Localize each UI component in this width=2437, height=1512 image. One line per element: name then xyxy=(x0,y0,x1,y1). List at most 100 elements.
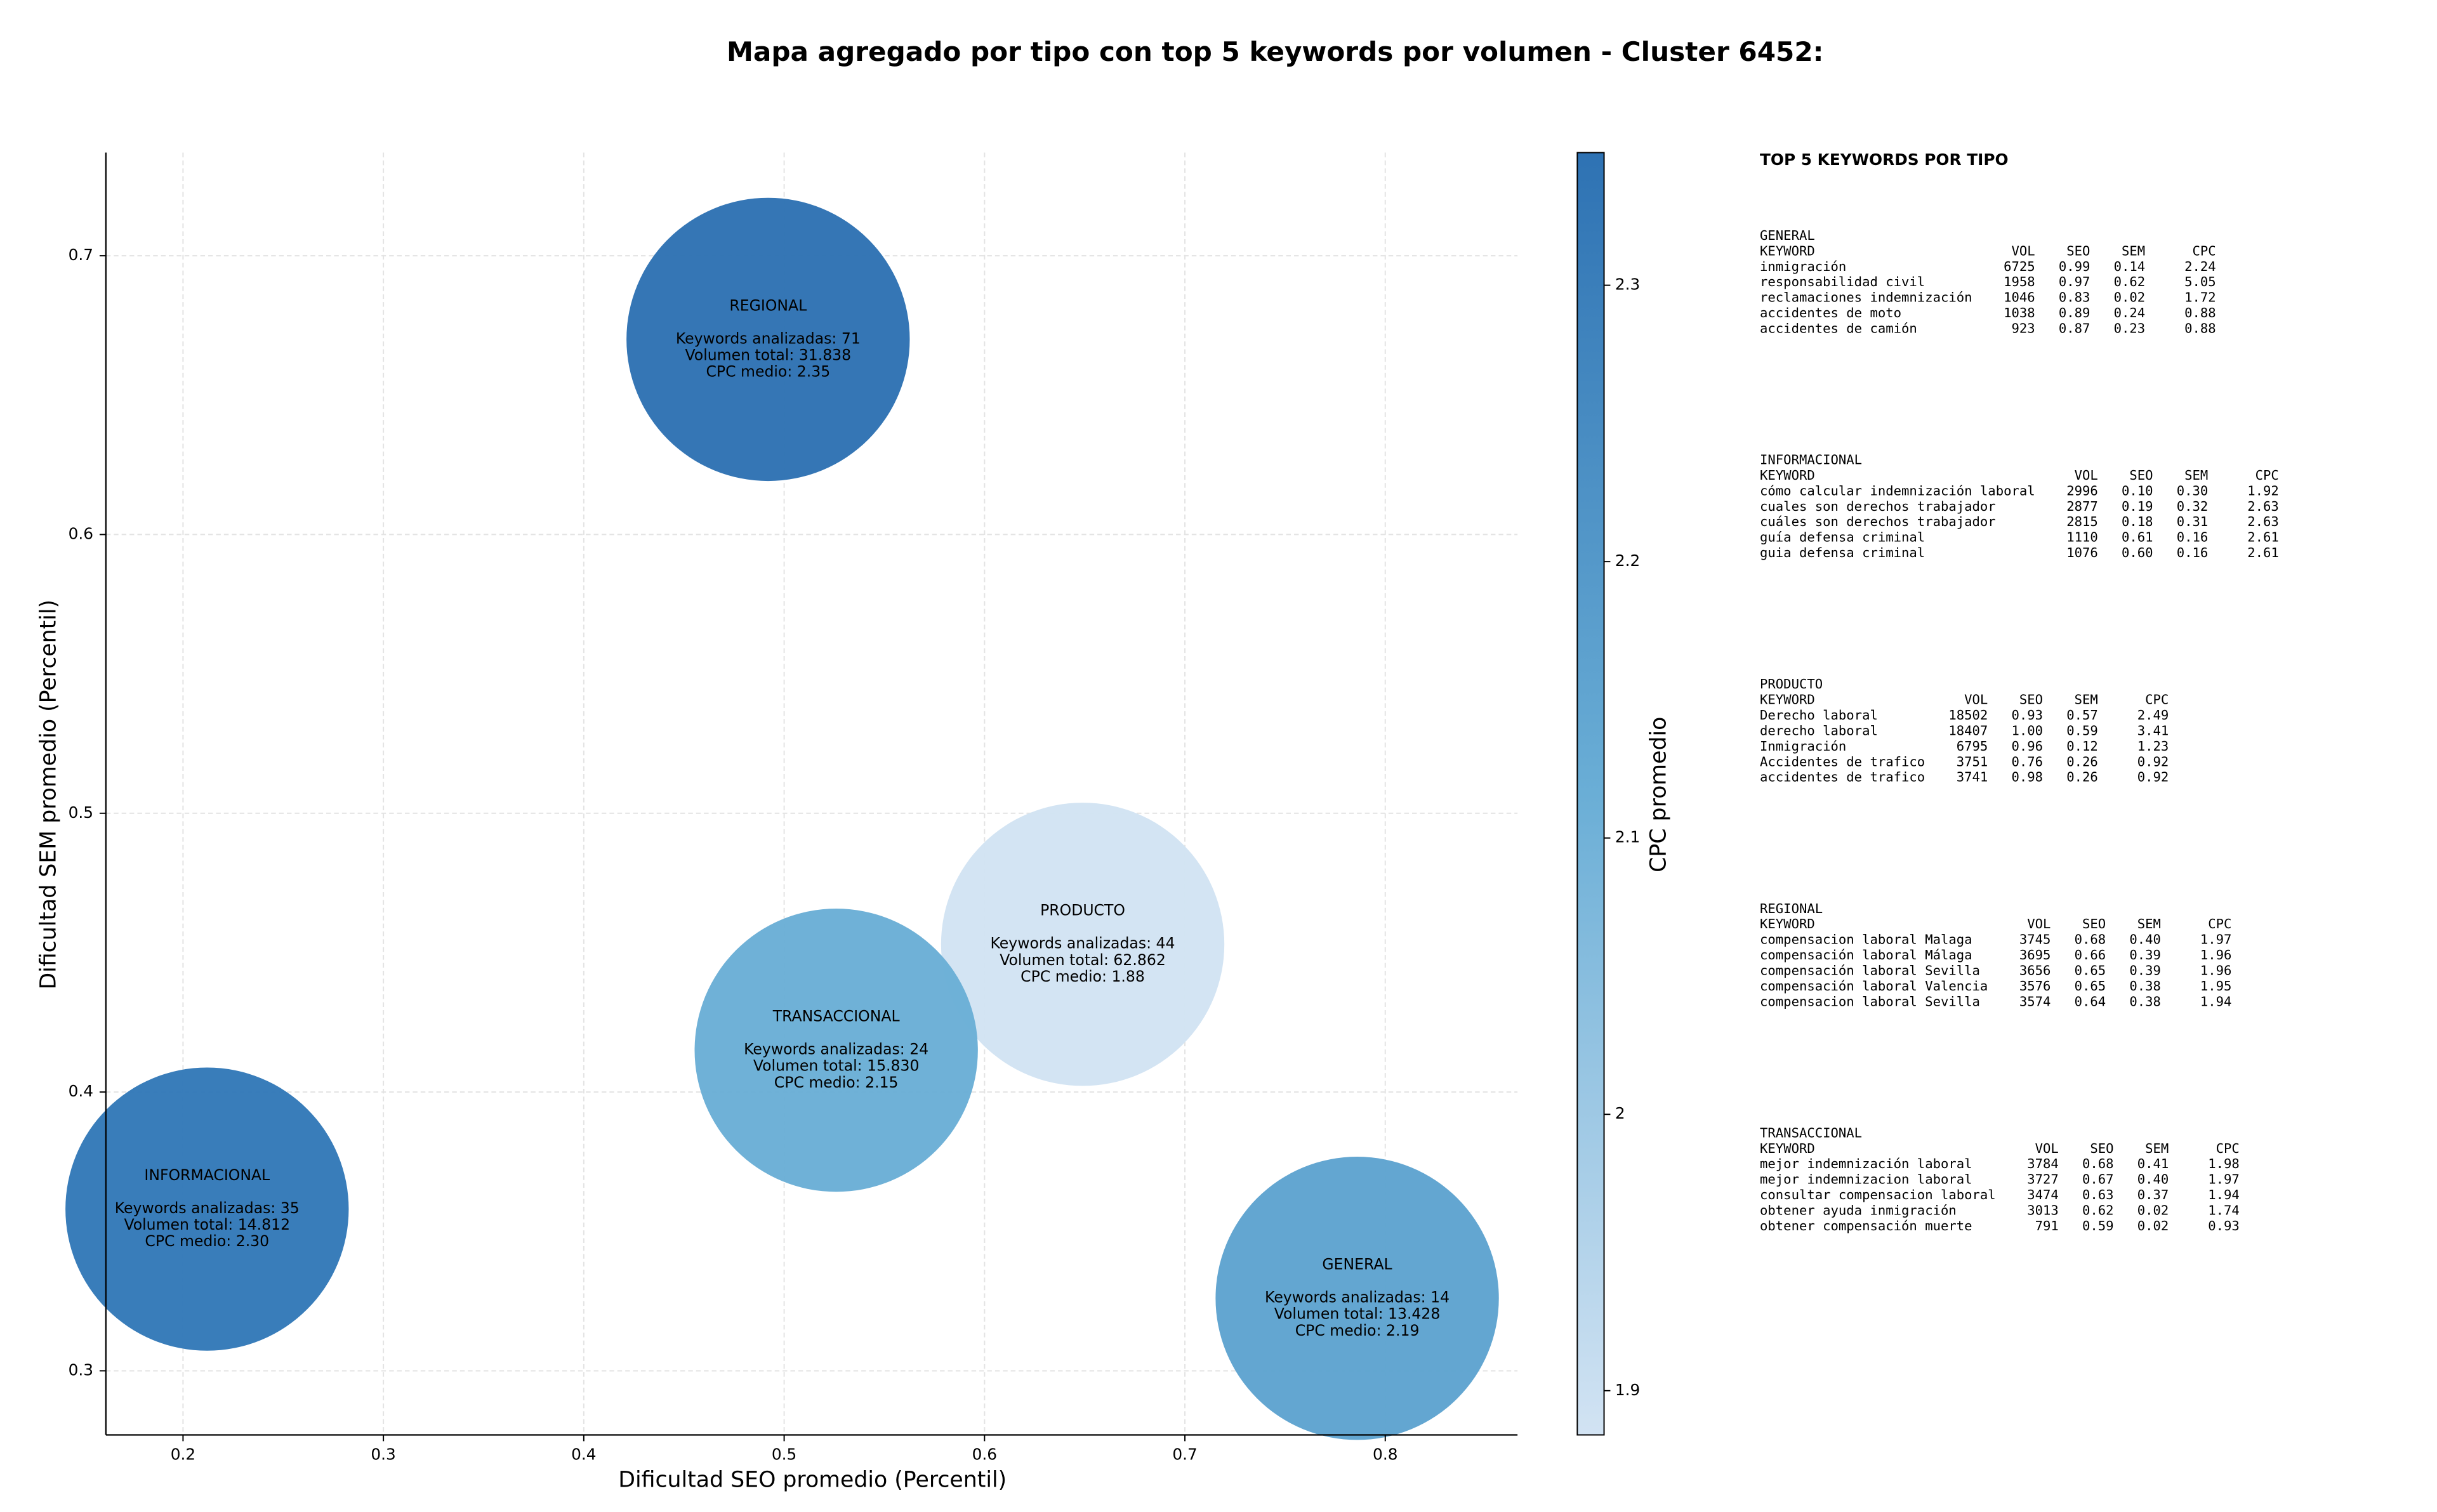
y-tick-label: 0.5 xyxy=(69,803,93,822)
table-cell: 0.64 xyxy=(2075,994,2106,1009)
table-cell: 0.39 xyxy=(2129,947,2161,963)
x-tick-label: 0.6 xyxy=(972,1445,997,1464)
table-cell: KEYWORD xyxy=(1760,916,1815,931)
table-cell: 0.39 xyxy=(2129,963,2161,978)
table-cell: 2877 xyxy=(2066,499,2098,514)
bubble-info: Volumen total: 62.862 xyxy=(1000,951,1166,969)
table-cell: 0.32 xyxy=(2177,499,2209,514)
bubble-info: CPC medio: 2.19 xyxy=(1295,1322,1420,1339)
bubble-info: Volumen total: 14.812 xyxy=(124,1216,290,1233)
table-cell: compensacion laboral Malaga xyxy=(1760,932,1972,947)
x-tick-label: 0.2 xyxy=(171,1445,195,1464)
table-cell: 0.57 xyxy=(2066,707,2098,723)
chart-title: Mapa agregado por tipo con top 5 keyword… xyxy=(727,36,1824,67)
bubble-name: TRANSACCIONAL xyxy=(772,1008,900,1025)
table-cell: derecho laboral xyxy=(1760,723,1878,738)
table-cell: 1.72 xyxy=(2184,290,2216,305)
table-cell: 0.98 xyxy=(2012,770,2044,785)
table-cell: 0.87 xyxy=(2059,321,2090,336)
table-cell: SEM xyxy=(2184,468,2208,483)
y-axis-label: Dificultad SEM promedio (Percentil) xyxy=(36,600,62,990)
table-cell: 0.65 xyxy=(2075,978,2106,994)
bubble xyxy=(1215,1157,1499,1440)
table-cell: VOL xyxy=(1964,692,1988,707)
table-cell: 0.65 xyxy=(2075,963,2106,978)
bubble-info: Keywords analizadas: 24 xyxy=(744,1041,928,1058)
table-cell: 0.76 xyxy=(2012,754,2044,769)
table-cell: SEM xyxy=(2137,916,2161,931)
table-cell: 1.00 xyxy=(2012,723,2044,738)
x-tick-label: 0.8 xyxy=(1373,1445,1397,1464)
colorbar xyxy=(1576,152,1605,1436)
table-cell: 0.18 xyxy=(2122,514,2153,529)
table-cell: 1076 xyxy=(2066,545,2098,560)
table-cell: 0.99 xyxy=(2059,259,2090,274)
bubble-info: Volumen total: 15.830 xyxy=(753,1057,920,1075)
bubble-name: INFORMACIONAL xyxy=(144,1166,270,1184)
table-cell: mejor indemnizacion laboral xyxy=(1760,1172,1972,1187)
table-cell: 0.59 xyxy=(2082,1218,2114,1233)
table-cell: 2.63 xyxy=(2247,499,2279,514)
table-cell: 1.94 xyxy=(2200,994,2232,1009)
table-cell: 3474 xyxy=(2027,1187,2059,1202)
table-cell: 0.88 xyxy=(2184,321,2216,336)
bubble-info: CPC medio: 2.35 xyxy=(706,362,830,380)
table-cell: 0.96 xyxy=(2012,739,2044,754)
table-cell: 3656 xyxy=(2019,963,2051,978)
table-cell: 0.40 xyxy=(2137,1172,2169,1187)
table-cell: compensación laboral Málaga xyxy=(1760,947,1972,963)
table-cell: SEO xyxy=(2090,1141,2113,1156)
table-cell: 2815 xyxy=(2066,514,2098,529)
bubble-info: CPC medio: 2.30 xyxy=(145,1232,269,1250)
table-cell: 3741 xyxy=(1957,770,1988,785)
bubble-info: Volumen total: 13.428 xyxy=(1274,1305,1441,1323)
table-cell: 0.67 xyxy=(2082,1172,2114,1187)
table-cell: CPC xyxy=(2145,692,2169,707)
bubble-info: CPC medio: 2.15 xyxy=(774,1074,899,1091)
table-cell: 6795 xyxy=(1957,739,1988,754)
table-cell: 1.94 xyxy=(2208,1187,2240,1202)
table-cell: CPC xyxy=(2192,243,2216,258)
bubble-info: CPC medio: 1.88 xyxy=(1020,968,1145,985)
table-cell: compensación laboral Valencia xyxy=(1760,978,1988,994)
table-cell: 2.61 xyxy=(2247,545,2279,560)
table-cell: 0.16 xyxy=(2177,545,2209,560)
table-cell: guia defensa criminal xyxy=(1760,545,1925,560)
table-cell: SEO xyxy=(2129,468,2153,483)
table-cell: 0.10 xyxy=(2122,483,2153,498)
colorbar-label: CPC promedio xyxy=(1646,717,1671,872)
axes: 0.2 0.3 0.4 0.5 0.6 0.7 0.8 0.3 0.4 0.5 0.6 0.7 1.9 2… xyxy=(69,152,1640,1464)
table-cell: 0.38 xyxy=(2129,994,2161,1009)
table-cell: 1038 xyxy=(2004,305,2035,320)
table-cell: accidentes de trafico xyxy=(1760,770,1925,785)
table-cell: 0.68 xyxy=(2082,1156,2114,1171)
table-cell: 18502 xyxy=(1948,707,1988,723)
table-cell: VOL xyxy=(2012,243,2035,258)
y-tick-label: 0.6 xyxy=(69,524,93,542)
table-cell: cómo calcular indemnización laboral xyxy=(1760,483,2035,498)
table-cell: 0.60 xyxy=(2122,545,2153,560)
table-cell: 3727 xyxy=(2027,1172,2059,1187)
table-cell: 3574 xyxy=(2019,994,2051,1009)
table-cell: SEO xyxy=(2066,243,2090,258)
table-cell: SEO xyxy=(2082,916,2106,931)
section-name: TRANSACCIONAL xyxy=(1760,1125,1862,1140)
table-cell: Accidentes de trafico xyxy=(1760,754,1925,769)
section-name: PRODUCTO xyxy=(1760,676,1823,692)
section-name: REGIONAL xyxy=(1760,901,1823,916)
table-cell: Inmigración xyxy=(1760,739,1846,754)
table-cell: VOL xyxy=(2035,1141,2059,1156)
table-cell: 0.83 xyxy=(2059,290,2090,305)
bubble-name: REGIONAL xyxy=(729,296,807,314)
table-cell: compensacion laboral Sevilla xyxy=(1760,994,1980,1009)
table-cell: SEO xyxy=(2019,692,2043,707)
table-cell: Derecho laboral xyxy=(1760,707,1878,723)
table-cell: CPC xyxy=(2208,916,2231,931)
table-cell: 18407 xyxy=(1948,723,1988,738)
x-tick-label: 0.7 xyxy=(1172,1445,1197,1464)
table-cell: 0.12 xyxy=(2066,739,2098,754)
table-cell: 0.66 xyxy=(2075,947,2106,963)
table-cell: 0.37 xyxy=(2137,1187,2169,1202)
table-cell: VOL xyxy=(2075,468,2098,483)
